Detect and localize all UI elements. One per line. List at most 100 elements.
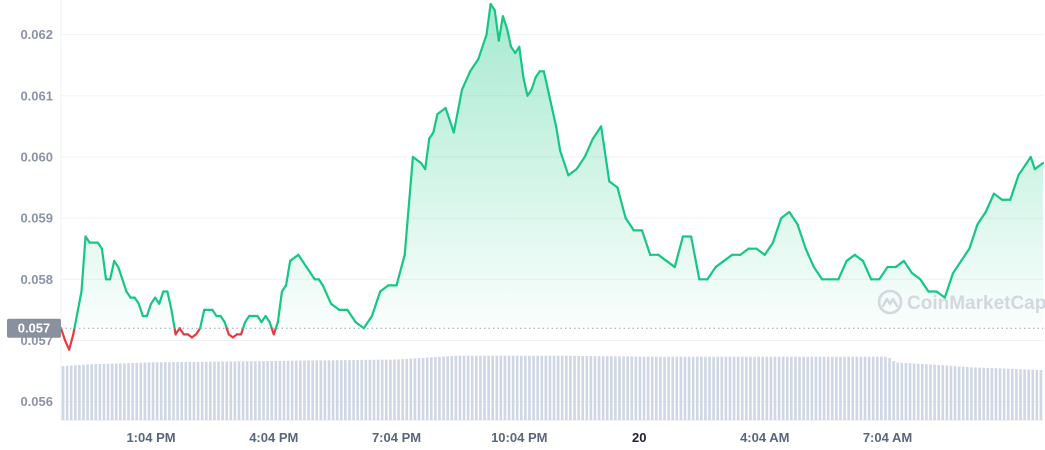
y-tick-label: 0.058 [20,272,53,287]
price-line-segment [902,259,914,275]
price-line-segment [170,308,176,330]
volume-bar [675,356,679,420]
volume-bar [98,364,102,420]
volume-bar [65,365,69,420]
price-line-segment [452,88,464,134]
volume-bar [753,356,756,420]
volume-bar [74,365,77,420]
volume-bar [1015,369,1018,420]
price-line-segment [943,272,955,299]
volume-bar [454,355,458,420]
price-line-segment [432,113,439,134]
volume-bar [818,356,822,420]
volume-bar [695,356,699,420]
volume-bar [732,356,736,420]
volume-bar [520,355,523,420]
volume-bar [994,368,998,420]
price-line-segment [992,192,1004,201]
volume-bar [986,367,990,420]
price-line-segment [297,253,308,269]
price-line-segment [166,290,173,311]
price-line-segment [125,290,132,299]
price-line-segment [194,327,202,336]
volume-bar [393,359,396,420]
volume-bar [311,360,314,420]
price-line-segment [395,253,406,287]
volume-bar [462,355,466,420]
volume-bar [217,361,220,420]
volume-bar [830,356,834,420]
volume-bar [740,356,744,420]
volume-bar [344,360,347,420]
volume-bar [728,356,732,420]
price-line-segment [984,192,996,214]
volume-bar [176,362,179,420]
volume-bar [372,359,376,420]
volume-bar [507,355,511,420]
volume-bar [192,361,196,420]
volume-bar [802,356,805,420]
price-line-segment [80,235,87,293]
volume-bar [749,356,752,420]
price-line-segment [305,265,316,281]
price-line-segment [321,284,333,305]
volume-bar [209,361,212,420]
volume-bar [589,356,593,420]
price-line-segment [722,253,734,263]
price-line-segment [370,290,382,318]
volume-bar [544,355,548,420]
price-line-segment [518,45,525,79]
volume-bar [704,356,707,420]
y-axis: 0.056 0.057 0.058 0.059 0.060 0.061 0.062 [20,27,53,409]
volume-bar [254,361,257,420]
volume-bar [331,360,335,420]
price-line-segment [554,125,562,152]
volume-bar [401,359,404,420]
volume-bar [655,356,658,420]
volume-bar [110,363,114,420]
volume-bar [200,361,204,420]
volume-bar [233,361,237,420]
volume-bar [368,359,372,420]
price-line-segment [199,308,206,330]
volume-bar [982,367,985,420]
price-line-segment [424,137,431,171]
volume-bar [708,356,711,420]
volume-bar [933,364,936,420]
volume-bar [1027,369,1030,420]
volume-bar [843,356,846,420]
volume-bar [610,356,613,420]
price-line-segment [317,278,324,287]
volume-bar [511,355,515,420]
volume-bar [794,356,797,420]
volume-bar [871,356,875,420]
volume-bar [536,355,539,420]
volume-bar [262,361,265,420]
price-line-segment [780,210,791,220]
y-tick-label: 0.056 [20,394,53,409]
volume-bar [945,365,949,420]
price-line-segment [379,284,390,293]
volume-bar [577,355,580,420]
price-line-segment [444,106,455,134]
price-line-segment [329,302,341,311]
price-line-segment [763,241,775,256]
volume-bar [90,364,93,420]
volume-bar [290,360,294,420]
price-line-segment [657,253,668,263]
price-line-segment [910,272,922,281]
volume-bar [503,355,507,420]
volume-bar [646,356,650,420]
volume-bar [114,363,118,420]
price-line-segment [346,308,357,324]
volume-bar [810,356,814,420]
price-line-segment [174,327,181,336]
volume-bar [974,367,977,420]
volume-bar [556,355,560,420]
volume-bar [904,363,908,420]
volume-bar [847,356,850,420]
volume-bar [863,356,867,420]
price-line-segment [837,259,848,281]
